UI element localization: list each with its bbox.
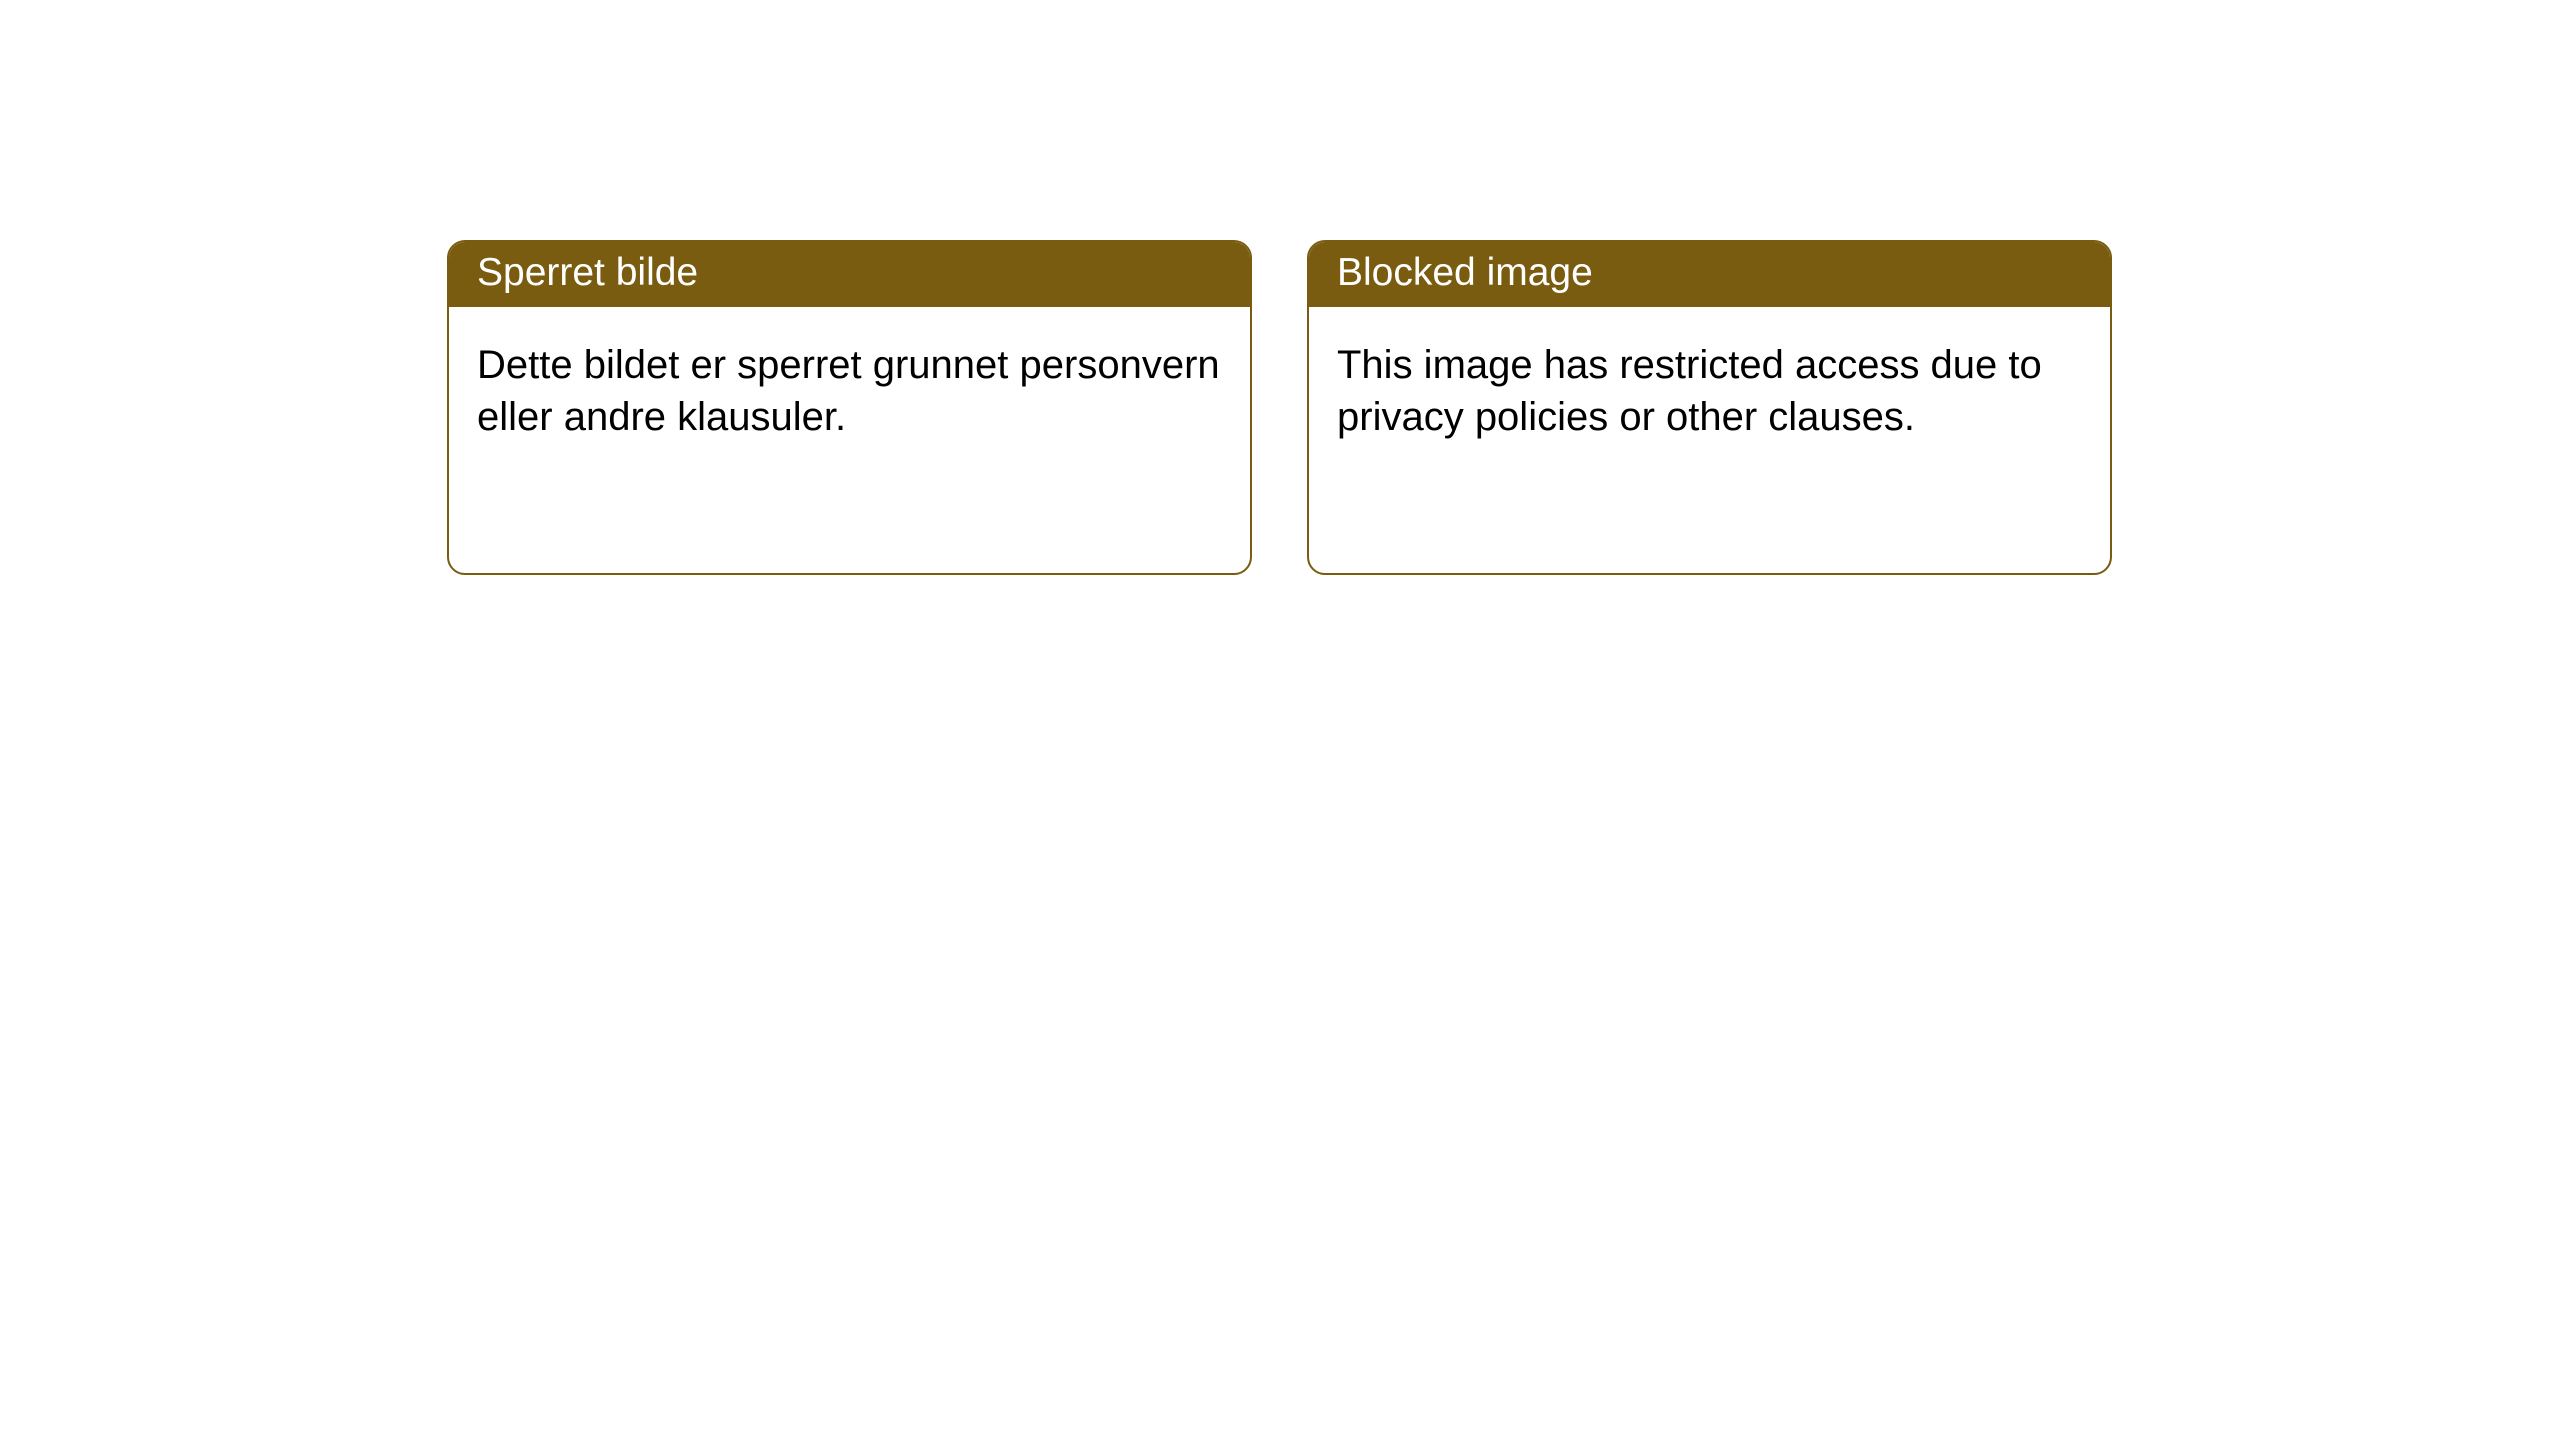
notice-card-english: Blocked image This image has restricted … [1307, 240, 2112, 575]
notice-container: Sperret bilde Dette bildet er sperret gr… [447, 240, 2112, 575]
card-body: This image has restricted access due to … [1309, 307, 2110, 475]
card-body-text: Dette bildet er sperret grunnet personve… [477, 343, 1220, 439]
card-body-text: This image has restricted access due to … [1337, 343, 2042, 439]
card-header: Blocked image [1309, 242, 2110, 307]
card-body: Dette bildet er sperret grunnet personve… [449, 307, 1250, 475]
notice-card-norwegian: Sperret bilde Dette bildet er sperret gr… [447, 240, 1252, 575]
card-title: Sperret bilde [477, 251, 698, 294]
card-title: Blocked image [1337, 251, 1593, 294]
card-header: Sperret bilde [449, 242, 1250, 307]
